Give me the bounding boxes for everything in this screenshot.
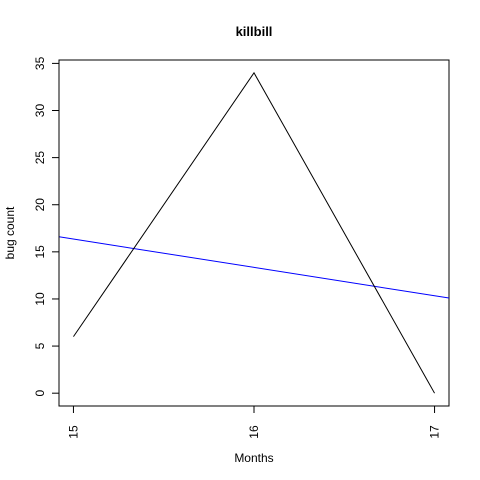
x-axis: 15 16 17 xyxy=(66,405,442,439)
y-tick-label: 20 xyxy=(33,198,47,212)
y-axis: 0 5 10 15 20 25 30 35 xyxy=(33,56,60,397)
x-tick-label: 16 xyxy=(247,425,261,439)
x-axis-label: Months xyxy=(234,451,273,465)
x-tick-label: 15 xyxy=(66,425,80,439)
plot-area-frame xyxy=(58,59,450,407)
y-tick-label: 5 xyxy=(33,342,47,349)
y-tick-label: 15 xyxy=(33,245,47,259)
y-tick-label: 25 xyxy=(33,151,47,165)
y-tick-label: 35 xyxy=(33,56,47,70)
series-line-0 xyxy=(73,71,435,394)
y-axis-label: bug count xyxy=(3,206,17,259)
y-tick-label: 30 xyxy=(33,104,47,118)
y-tick-label: 10 xyxy=(33,292,47,306)
trend-line xyxy=(58,236,450,299)
x-tick-label: 17 xyxy=(428,425,442,439)
chart-title: killbill xyxy=(236,24,273,39)
series-layer xyxy=(58,71,450,394)
y-tick-label: 0 xyxy=(33,390,47,397)
